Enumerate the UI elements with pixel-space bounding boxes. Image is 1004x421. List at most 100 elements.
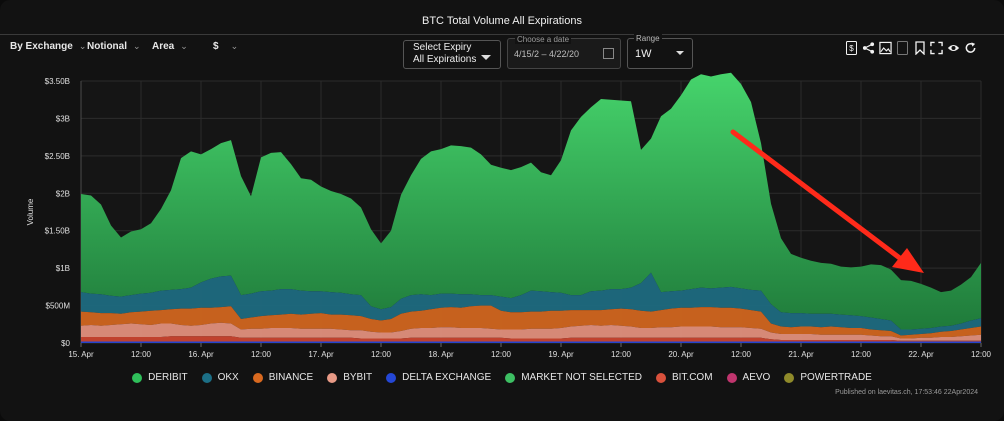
by-exchange-label: By Exchange	[10, 41, 73, 52]
eye-icon[interactable]	[947, 40, 960, 56]
csv-icon[interactable]: $	[845, 40, 858, 56]
legend-swatch	[201, 372, 212, 383]
image-icon[interactable]	[879, 40, 892, 56]
area-label: Area	[152, 41, 175, 52]
legend-label: AEVO	[742, 372, 771, 383]
x-tick-label: 12:00	[491, 350, 512, 359]
notional-dropdown[interactable]: Notional ⌄	[87, 41, 141, 52]
legend-item-deribit[interactable]: DERIBIT	[132, 372, 188, 383]
legend-item-delta-exchange[interactable]: DELTA EXCHANGE	[386, 372, 491, 383]
legend-swatch	[386, 372, 397, 383]
annotation-arrow	[730, 129, 924, 273]
bookmark-icon[interactable]	[913, 40, 926, 56]
y-tick-label: $2B	[56, 189, 70, 198]
y-tick-label: $500M	[46, 302, 71, 311]
series-area-bybit[interactable]	[81, 322, 981, 341]
x-tick-label: 21. Apr	[788, 350, 814, 359]
divider	[0, 34, 1004, 35]
legend-label: DERIBIT	[148, 372, 188, 383]
legend-item-bit-com[interactable]: BIT.COM	[655, 372, 713, 383]
legend-item-okx[interactable]: OKX	[201, 372, 239, 383]
series-areas	[81, 72, 981, 344]
legend-item-market-not-selected[interactable]: MARKET NOT SELECTED	[505, 372, 642, 383]
date-range-input[interactable]: Choose a date 4/15/2 – 4/22/20	[507, 35, 621, 69]
x-tick-label: 12:00	[131, 350, 152, 359]
y-tick-label: $3B	[56, 114, 70, 123]
x-tick-label: 17. Apr	[308, 350, 334, 359]
y-tick-label: $2.50B	[45, 152, 70, 161]
currency-label: $	[213, 41, 219, 52]
x-axis: 15. Apr 12:00 16. Apr 12:00 17. Apr 12:00 18. …	[68, 343, 992, 359]
legend-swatch	[655, 372, 666, 383]
legend-item-binance[interactable]: BINANCE	[252, 372, 313, 383]
toolbar: $	[845, 40, 977, 56]
range-label: Range	[634, 34, 662, 43]
chevron-down-icon: ⌄	[78, 41, 87, 51]
series-area-bit-com[interactable]	[81, 336, 981, 342]
legend-label: OKX	[217, 372, 239, 383]
y-tick-label: $3.50B	[45, 77, 70, 86]
series-area-okx[interactable]	[81, 272, 981, 336]
legend-item-bybit[interactable]: BYBIT	[327, 372, 372, 383]
legend-item-aevo[interactable]: AEVO	[726, 372, 771, 383]
x-tick-label: 12:00	[611, 350, 632, 359]
x-tick-label: 19. Apr	[548, 350, 574, 359]
currency-dropdown[interactable]: $ ⌄	[213, 41, 238, 52]
x-tick-label: 18. Apr	[428, 350, 454, 359]
notional-label: Notional	[87, 41, 127, 52]
date-value: 4/15/2 – 4/22/20	[514, 49, 580, 59]
legend-swatch	[505, 372, 516, 383]
by-exchange-dropdown[interactable]: By Exchange ⌄	[10, 41, 86, 52]
range-value: 1W	[635, 48, 652, 60]
expiry-label: Select Expiry	[413, 42, 472, 53]
caret-down-icon	[676, 51, 684, 55]
series-area-deribit[interactable]	[81, 72, 981, 330]
legend-label: DELTA EXCHANGE	[402, 372, 492, 383]
legend-swatch	[132, 372, 143, 383]
x-tick-label: 12:00	[971, 350, 992, 359]
legend-swatch	[726, 372, 737, 383]
expiry-select[interactable]: Select Expiry All Expirations	[403, 40, 501, 69]
x-tick-label: 16. Apr	[188, 350, 214, 359]
x-tick-label: 15. Apr	[68, 350, 94, 359]
x-tick-label: 12:00	[371, 350, 392, 359]
legend-label: POWERTRADE	[800, 372, 872, 383]
chevron-down-icon: ⌄	[133, 41, 141, 51]
share-icon[interactable]	[862, 40, 875, 56]
y-axis: $0 $500M $1B $1.50B $2B $2.50B $3B $3.50B	[45, 77, 71, 348]
chevron-down-icon: ⌄	[180, 41, 188, 51]
y-axis-label: Volume	[26, 198, 35, 225]
expiry-value: All Expirations	[413, 54, 477, 65]
series-area-binance[interactable]	[81, 305, 981, 339]
published-note: Published on laevitas.ch, 17:53:46 22Apr…	[835, 389, 978, 396]
range-select[interactable]: Range 1W	[627, 34, 693, 69]
x-tick-label: 12:00	[251, 350, 272, 359]
fullscreen-icon[interactable]	[930, 40, 943, 56]
y-tick-label: $1B	[56, 264, 70, 273]
legend-label: MARKET NOT SELECTED	[521, 372, 642, 383]
chart-title: BTC Total Volume All Expirations	[422, 15, 582, 27]
pdf-icon[interactable]	[896, 40, 909, 56]
refresh-icon[interactable]	[964, 40, 977, 56]
legend-swatch	[327, 372, 338, 383]
legend-swatch	[252, 372, 263, 383]
x-tick-label: 20. Apr	[668, 350, 694, 359]
legend-label: BIT.COM	[671, 372, 713, 383]
calendar-icon[interactable]	[603, 48, 614, 59]
y-tick-label: $1.50B	[45, 227, 70, 236]
x-tick-label: 22. Apr	[908, 350, 934, 359]
chevron-down-icon: ⌄	[230, 41, 239, 51]
area-dropdown[interactable]: Area ⌄	[152, 41, 188, 52]
svg-text:$: $	[849, 44, 854, 53]
legend-swatch	[784, 372, 795, 383]
legend-item-powertrade[interactable]: POWERTRADE	[784, 372, 872, 383]
date-label: Choose a date	[515, 35, 572, 44]
caret-down-icon	[481, 55, 491, 60]
x-tick-label: 12:00	[851, 350, 872, 359]
series-area-delta-exchange[interactable]	[81, 341, 981, 344]
legend-label: BYBIT	[343, 372, 373, 383]
x-tick-label: 12:00	[731, 350, 752, 359]
y-tick-label: $0	[61, 339, 70, 348]
